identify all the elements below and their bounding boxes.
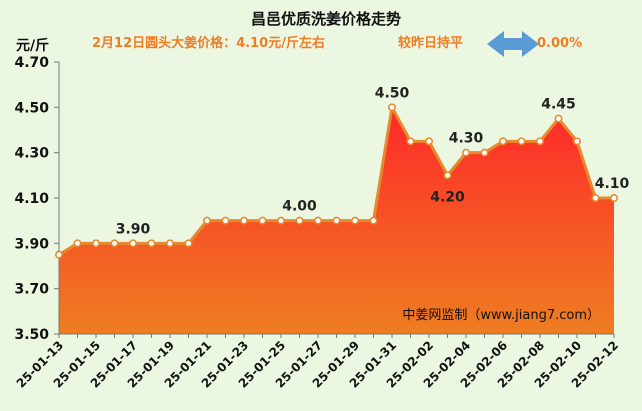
price-area xyxy=(59,107,614,334)
y-tick-label: 3.90 xyxy=(14,236,49,252)
data-label: 4.00 xyxy=(282,199,317,215)
data-label: 4.30 xyxy=(449,131,484,147)
data-point xyxy=(147,239,156,248)
data-point xyxy=(110,239,119,248)
data-point xyxy=(184,239,193,248)
data-point xyxy=(406,137,415,146)
data-label: 3.90 xyxy=(116,221,151,237)
subtitle-price: 2月12日圆头大姜价格：4.10元/斤左右 xyxy=(92,35,325,51)
y-tick-label: 4.70 xyxy=(14,55,49,71)
point-layer xyxy=(54,103,618,259)
y-axis-label: 元/斤 xyxy=(16,37,49,54)
data-point xyxy=(54,250,63,259)
data-point xyxy=(276,216,285,225)
data-point xyxy=(92,239,101,248)
x-tick-layer: 25-01-1325-01-1525-01-1725-01-1925-01-21… xyxy=(14,334,621,391)
data-point xyxy=(350,216,359,225)
data-point xyxy=(73,239,82,248)
data-point xyxy=(424,137,433,146)
data-point xyxy=(387,103,396,112)
data-point xyxy=(166,239,175,248)
subtitle-change-value: 0.00% xyxy=(537,36,582,51)
data-point xyxy=(258,216,267,225)
data-point xyxy=(498,137,507,146)
y-tick-label: 3.50 xyxy=(14,327,49,343)
data-point xyxy=(517,137,526,146)
data-label: 4.20 xyxy=(430,189,465,205)
data-point xyxy=(443,171,452,180)
data-point xyxy=(295,216,304,225)
data-point xyxy=(535,137,544,146)
data-point xyxy=(572,137,581,146)
y-tick-label: 3.70 xyxy=(14,282,49,298)
data-label: 4.50 xyxy=(375,85,410,101)
data-point xyxy=(332,216,341,225)
data-point xyxy=(221,216,230,225)
data-point xyxy=(129,239,138,248)
data-point xyxy=(591,194,600,203)
data-label-layer: 3.90 4.00 4.50 4.20 4.30 4.45 4.10 xyxy=(116,85,630,237)
data-point xyxy=(609,194,618,203)
data-point xyxy=(554,114,563,123)
data-point xyxy=(369,216,378,225)
chart-title: 昌邑优质洗姜价格走势 xyxy=(251,10,401,28)
data-point xyxy=(480,148,489,157)
data-label: 4.10 xyxy=(595,176,630,192)
data-label: 4.45 xyxy=(541,97,576,113)
data-point xyxy=(461,148,470,157)
y-tick-label: 4.10 xyxy=(14,191,49,207)
data-point xyxy=(203,216,212,225)
y-tick-label: 4.50 xyxy=(14,100,49,116)
data-point xyxy=(240,216,249,225)
y-tick-label: 4.30 xyxy=(14,146,49,162)
subtitle-change: 较昨日持平 xyxy=(398,35,463,51)
data-point xyxy=(313,216,322,225)
y-tick-layer: 3.50 3.70 3.90 4.10 4.30 4.50 4.70 xyxy=(14,55,59,343)
double-arrow-icon xyxy=(487,31,539,57)
watermark: 中姜网监制（www.jiang7.com） xyxy=(402,308,600,323)
